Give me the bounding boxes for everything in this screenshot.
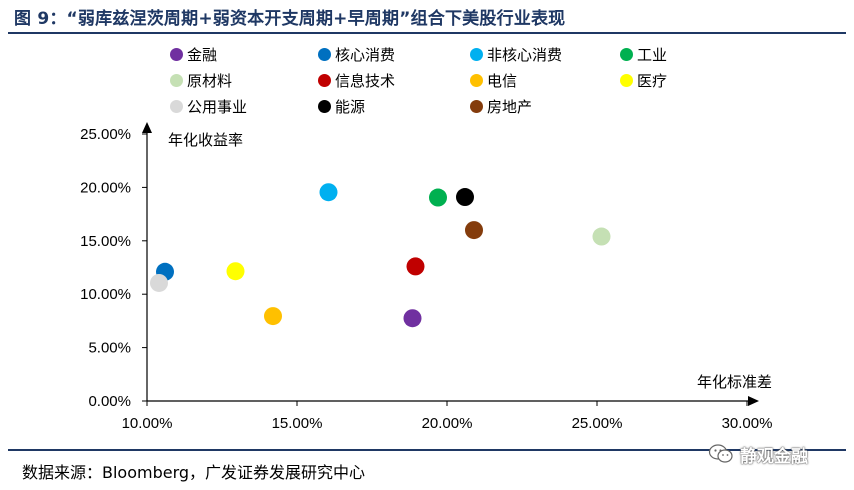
bottom-rule [8, 449, 846, 451]
legend-item: 能源 [318, 96, 365, 117]
legend-label: 金融 [187, 46, 218, 64]
legend-item: 公用事业 [170, 96, 247, 117]
legend-item: 工业 [620, 44, 667, 65]
legend-label: 工业 [637, 46, 668, 64]
y-tick-label: 0.00% [88, 393, 131, 410]
legend-label: 医疗 [637, 72, 668, 90]
watermark-text: 静观金融 [740, 446, 808, 467]
data-point-信息技术 [406, 257, 425, 276]
legend-swatch [620, 48, 633, 61]
legend-label: 公用事业 [187, 98, 248, 116]
y-tick-label: 5.00% [88, 340, 131, 357]
legend-swatch [318, 74, 331, 87]
legend-label: 电信 [487, 72, 518, 90]
legend-swatch [470, 48, 483, 61]
legend-label: 非核心消费 [487, 46, 563, 64]
legend-item: 医疗 [620, 70, 667, 91]
data-point-电信 [264, 307, 282, 326]
watermark: 静观金融 [708, 441, 808, 467]
legend-swatch [170, 74, 183, 87]
data-point-工业 [429, 188, 447, 207]
legend-swatch [170, 100, 183, 113]
legend-swatch [470, 74, 483, 87]
y-tick-label: 20.00% [80, 179, 131, 196]
wechat-icon [708, 444, 733, 463]
data-point-非核心消费 [319, 183, 338, 202]
x-tick-label: 20.00% [422, 415, 473, 432]
data-point-能源 [456, 188, 474, 207]
y-tick-label: 15.00% [80, 233, 131, 250]
x-axis-label: 年化标准差 [697, 373, 772, 391]
legend-label: 信息技术 [335, 72, 396, 90]
data-point-房地产 [465, 221, 483, 240]
x-tick-label: 10.00% [122, 415, 173, 432]
source-note: 数据来源：Bloomberg，广发证券发展研究中心 [22, 463, 366, 482]
figure-title: 图 9：“弱库兹涅茨周期+弱资本开支周期+早周期”组合下美股行业表现 [14, 9, 566, 29]
data-point-公用事业 [150, 273, 168, 292]
legend-item: 非核心消费 [470, 44, 562, 65]
x-tick-label: 25.00% [572, 415, 623, 432]
legend-item: 信息技术 [318, 70, 395, 91]
legend-label: 能源 [335, 98, 366, 116]
y-tick-label: 25.00% [80, 126, 131, 143]
legend-label: 核心消费 [335, 46, 396, 64]
legend-swatch [470, 100, 483, 113]
legend-item: 电信 [470, 70, 517, 91]
x-tick-label: 15.00% [272, 415, 323, 432]
legend-item: 核心消费 [318, 44, 395, 65]
data-point-原材料 [592, 227, 611, 246]
data-point-金融 [403, 309, 422, 328]
legend-swatch [318, 100, 331, 113]
x-tick-label: 30.00% [722, 415, 773, 432]
top-rule [8, 32, 846, 34]
legend-item: 房地产 [470, 96, 532, 117]
legend-swatch [170, 48, 183, 61]
y-tick-label: 10.00% [80, 286, 131, 303]
y-axis-arrow [142, 122, 152, 133]
legend-label: 房地产 [487, 98, 533, 116]
legend-swatch [318, 48, 331, 61]
legend-swatch [620, 74, 633, 87]
legend-label: 原材料 [187, 72, 233, 90]
y-axis-label: 年化收益率 [168, 131, 243, 149]
data-point-医疗 [226, 262, 245, 281]
x-axis-arrow [748, 396, 759, 406]
legend-item: 原材料 [170, 70, 232, 91]
legend-item: 金融 [170, 44, 217, 65]
